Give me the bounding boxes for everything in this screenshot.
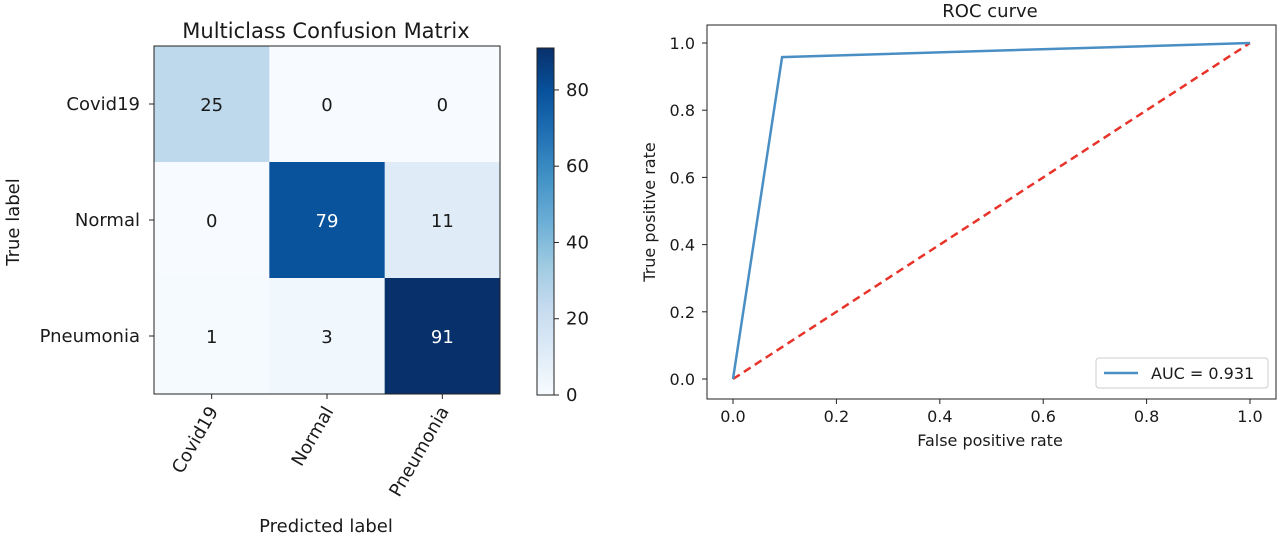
cm-cell bbox=[269, 278, 386, 395]
colorbar-tick-label: 40 bbox=[566, 232, 589, 253]
roc-ylabel: True positive rate bbox=[640, 142, 659, 282]
roc-curve-line bbox=[731, 41, 1251, 380]
colorbar-tick-label: 80 bbox=[566, 80, 589, 101]
legend-box bbox=[1095, 357, 1269, 389]
cm-cell-value: 0 bbox=[206, 211, 217, 232]
roc-x-tick-label: 0.0 bbox=[720, 407, 745, 426]
cm-y-tick-label: Covid19 bbox=[66, 94, 140, 115]
cm-y-ticks: Covid19 Normal Pneumonia bbox=[40, 94, 154, 347]
colorbar-tick-label: 0 bbox=[566, 385, 577, 406]
roc-x-tick-label: 0.2 bbox=[824, 407, 849, 426]
cm-x-tick-label: Normal bbox=[288, 403, 339, 470]
cm-y-tick-label: Pneumonia bbox=[40, 326, 140, 347]
cm-cell-value: 79 bbox=[316, 211, 339, 232]
roc-xlabel: False positive rate bbox=[917, 431, 1063, 450]
colorbar-ticks: 0 20 40 60 80 bbox=[554, 80, 589, 406]
cm-cell-value: 91 bbox=[431, 327, 454, 348]
roc-title: ROC curve bbox=[942, 1, 1037, 22]
roc-x-tick-label: 0.6 bbox=[1030, 407, 1055, 426]
cm-cells: 25 0 00 79 111 3 91 bbox=[154, 46, 501, 395]
colorbar-tick-label: 60 bbox=[566, 156, 589, 177]
cm-cell-value: 0 bbox=[321, 95, 332, 116]
roc-y-tick-label: 0.2 bbox=[670, 303, 695, 322]
roc-x-tick-label: 0.4 bbox=[927, 407, 952, 426]
cm-cell bbox=[269, 162, 386, 279]
roc-y-tick-label: 0.6 bbox=[670, 168, 695, 187]
cm-cell-value: 0 bbox=[437, 95, 448, 116]
roc-x-tick-label: 0.8 bbox=[1134, 407, 1159, 426]
cm-cell bbox=[154, 278, 270, 395]
confusion-matrix-chart: Multiclass Confusion Matrix 25 0 00 79 111 3 9… bbox=[3, 19, 589, 536]
cm-cell bbox=[154, 162, 270, 279]
colorbar-gradient bbox=[536, 47, 555, 396]
cm-cell-value: 25 bbox=[200, 95, 223, 116]
roc-y-tick-label: 0.0 bbox=[670, 370, 695, 389]
roc-legend: AUC = 0.931 bbox=[1095, 357, 1269, 389]
roc-axes-frame bbox=[706, 24, 1277, 400]
cm-x-tick-label: Covid19 bbox=[168, 403, 223, 477]
roc-y-tick-label: 0.8 bbox=[670, 101, 695, 120]
roc-y-tick-label: 1.0 bbox=[670, 34, 695, 53]
roc-y-tick-label: 0.4 bbox=[670, 236, 695, 255]
cm-cell bbox=[269, 46, 386, 163]
cm-x-ticks: Covid19 Normal Pneumonia bbox=[168, 394, 454, 500]
roc-chance-line bbox=[732, 41, 1251, 381]
cm-x-tick-label: Pneumonia bbox=[385, 403, 453, 500]
colorbar-tick-label: 20 bbox=[566, 309, 589, 330]
legend-label: AUC = 0.931 bbox=[1151, 364, 1254, 383]
cm-cell bbox=[384, 162, 501, 279]
cm-cell-value: 3 bbox=[321, 327, 332, 348]
roc-chart: ROC curve 0.0 0.2 0.4 0.6 0.8 1.0 0.00.20.40.… bbox=[640, 1, 1277, 450]
roc-x-tick-label: 1.0 bbox=[1237, 407, 1262, 426]
cm-xlabel: Predicted label bbox=[259, 516, 393, 536]
cm-ylabel: True label bbox=[3, 178, 24, 267]
cm-cell bbox=[154, 46, 270, 163]
roc-lines bbox=[731, 41, 1251, 381]
cm-title: Multiclass Confusion Matrix bbox=[182, 19, 469, 43]
cm-cell-value: 11 bbox=[431, 211, 454, 232]
cm-y-tick-label: Normal bbox=[75, 210, 140, 231]
cm-cell-value: 1 bbox=[206, 327, 217, 348]
cm-cell bbox=[384, 278, 501, 395]
roc-y-ticks: 0.0 0.2 0.4 0.6 0.8 1.0 bbox=[670, 34, 707, 389]
cm-cell bbox=[384, 46, 501, 163]
roc-x-ticks: 0.0 0.2 0.4 0.6 0.8 1.0 bbox=[720, 399, 1263, 426]
colorbar: 0 20 40 60 80 bbox=[536, 47, 589, 406]
